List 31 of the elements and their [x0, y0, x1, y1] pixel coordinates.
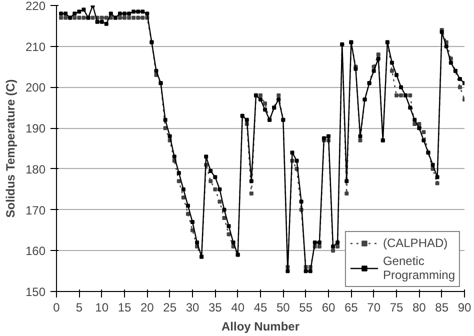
legend-label: (CALPHAD) [382, 236, 448, 250]
x-tick-label: 30 [186, 300, 200, 314]
x-tick-label: 35 [208, 300, 222, 314]
x-tick-label: 0 [53, 300, 60, 314]
x-tick-label: 70 [367, 300, 381, 314]
x-tick-label: 20 [140, 300, 154, 314]
y-tick-label: 200 [25, 80, 46, 95]
y-tick-label: 210 [25, 40, 46, 54]
y-tick-label: 150 [25, 285, 46, 299]
x-tick-label: 60 [322, 300, 336, 314]
x-tick-label: 85 [435, 300, 449, 314]
x-tick-label: 75 [390, 300, 404, 314]
x-tick-label: 65 [344, 300, 358, 314]
x-tick-label: 25 [163, 300, 177, 314]
y-tick-label: 220 [25, 0, 46, 13]
y-tick-label: 190 [25, 122, 46, 136]
x-tick-label: 55 [299, 300, 313, 314]
x-axis-title: Alloy Number [221, 320, 300, 334]
y-axis-title: Solidus Temperature (C) [3, 79, 18, 218]
x-tick-label: 5 [76, 300, 83, 314]
x-tick-label: 10 [95, 300, 109, 314]
y-tick-label: 160 [25, 244, 46, 258]
x-tick-label: 40 [231, 300, 245, 314]
x-tick-label: 45 [254, 300, 268, 314]
y-tick-label: 180 [25, 162, 46, 176]
x-tick-label: 50 [276, 300, 290, 314]
x-tick-label: 15 [118, 300, 132, 314]
y-tick-label: 170 [25, 203, 46, 218]
legend-label: Genetic Programming [382, 254, 455, 282]
x-tick-label: 90 [458, 300, 472, 314]
x-tick-label: 80 [412, 300, 426, 314]
